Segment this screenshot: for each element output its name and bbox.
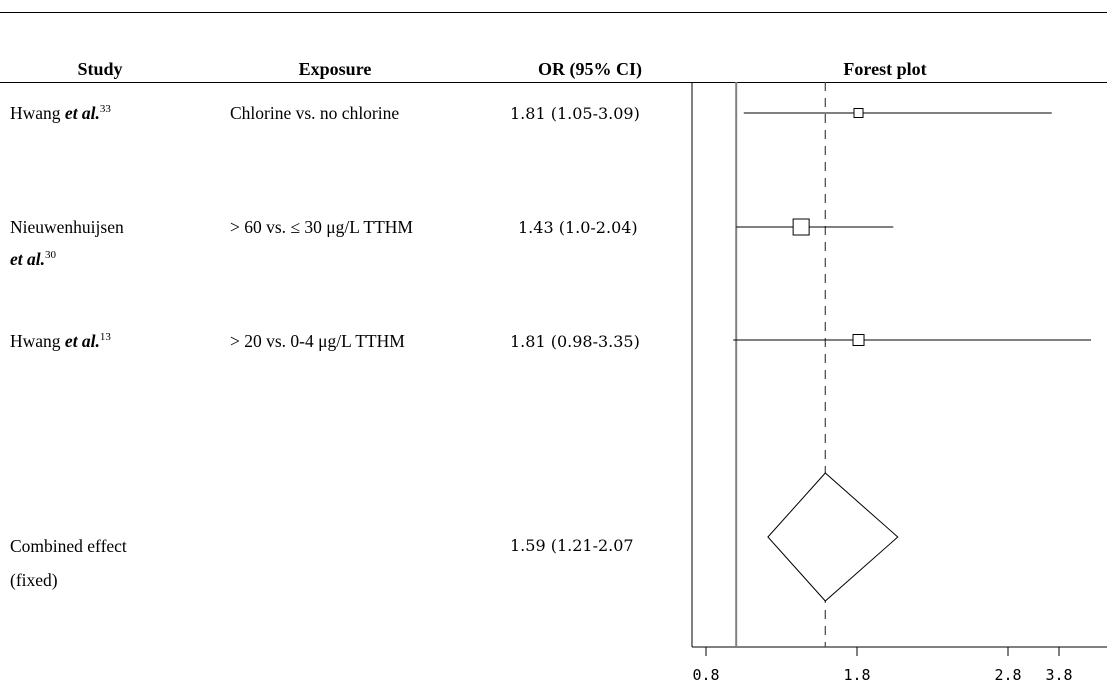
- study-etal: et al.: [64, 103, 100, 123]
- x-tick-label: 2.8: [994, 666, 1021, 684]
- header-rule: [0, 82, 1107, 83]
- combined-label: Combined effect (fixed): [10, 535, 127, 591]
- x-tick-label: 0.8: [692, 666, 719, 684]
- study-name: Hwang: [10, 331, 65, 351]
- or-combined: 1.59 (1.21-2.07: [510, 536, 634, 555]
- point-estimate-box: [792, 218, 810, 236]
- study-label-row-1: Hwang et al.33: [10, 102, 111, 124]
- header-study: Study: [77, 59, 123, 79]
- top-rule: [0, 12, 1107, 13]
- point-estimate-box: [853, 108, 864, 118]
- point-estimate-box: [852, 334, 865, 346]
- or-row-2: 1.43 (1.0-2.04): [518, 218, 638, 237]
- study-etal: et al.: [10, 249, 45, 269]
- combined-diamond: [767, 472, 899, 602]
- study-ref: 30: [45, 249, 56, 262]
- or-row-3: 1.81 (0.98-3.35): [510, 332, 640, 351]
- x-tick-label: 1.8: [843, 666, 870, 684]
- exposure-row-2: > 60 vs. ≤ 30 μg/L TTHM: [230, 217, 413, 237]
- study-label-row-3: Hwang et al.13: [10, 330, 111, 352]
- study-name: Nieuwenhuijsen: [10, 217, 124, 237]
- study-ref: 13: [99, 331, 111, 344]
- exposure-row-1: Chlorine vs. no chlorine: [230, 103, 400, 123]
- header-or: OR (95% CI): [538, 59, 642, 79]
- or-row-1: 1.81 (1.05-3.09): [510, 104, 640, 123]
- header-exposure: Exposure: [298, 59, 372, 79]
- exposure-row-3: > 20 vs. 0-4 μg/L TTHM: [230, 331, 405, 351]
- header-forest-plot: Forest plot: [843, 59, 927, 79]
- x-tick-label: 3.8: [1045, 666, 1072, 684]
- study-etal: et al.: [64, 331, 100, 351]
- combined-label-line-1: Combined effect: [10, 536, 127, 556]
- combined-label-line-2: (fixed): [10, 570, 58, 590]
- study-name: Hwang: [10, 103, 65, 123]
- study-label-row-2: Nieuwenhuijsen et al.30: [10, 216, 124, 270]
- study-ref: 33: [99, 103, 111, 116]
